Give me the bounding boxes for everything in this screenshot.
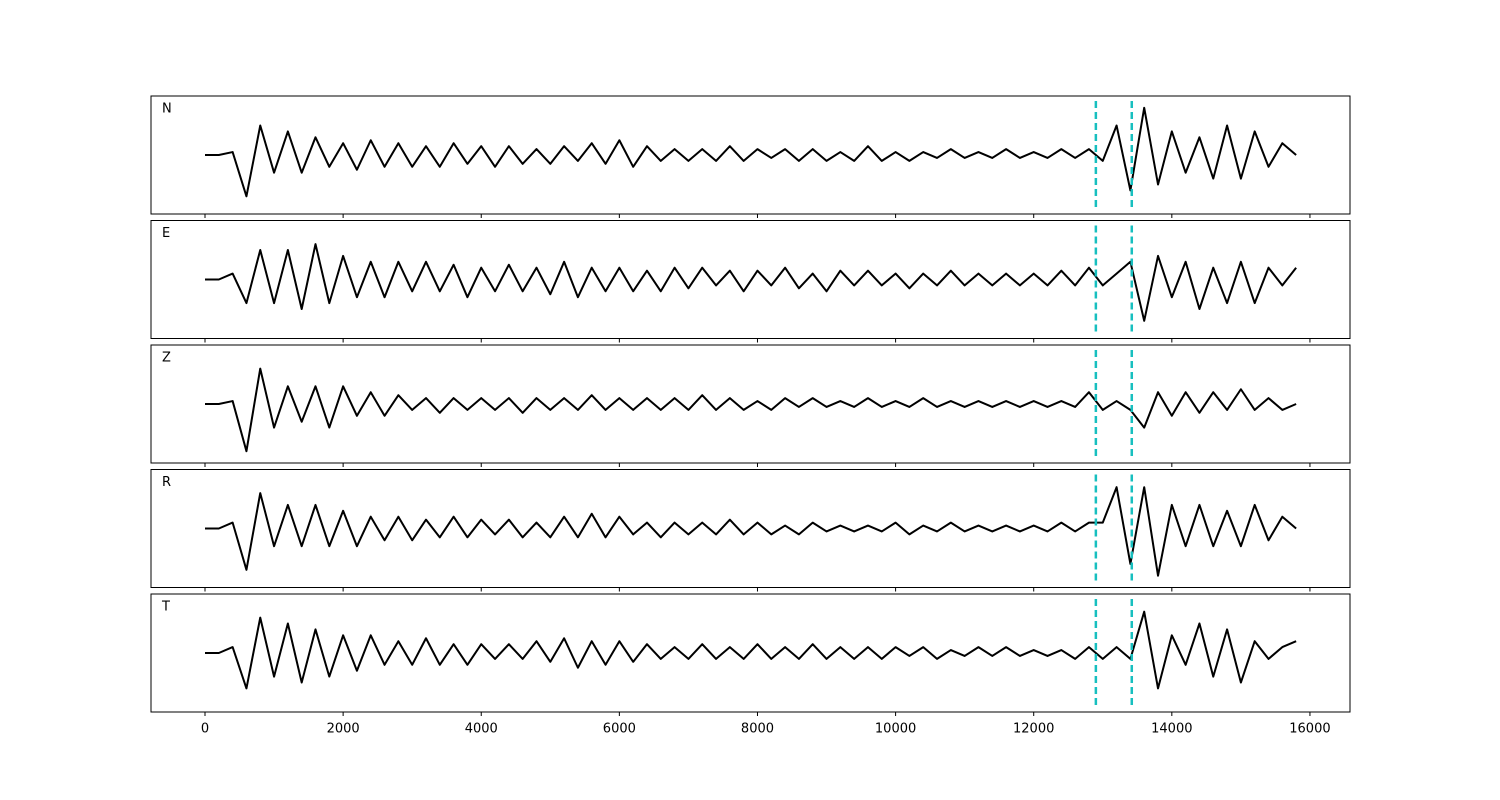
panel-label: R [162,475,171,490]
x-tick-label: 2000 [327,722,360,737]
panel-label: T [161,600,170,615]
trace [205,367,1297,453]
trace [205,243,1297,322]
trace [205,486,1297,577]
panel-frame [150,95,1351,215]
x-tick-label: 6000 [603,722,636,737]
panel-frame [150,220,1351,339]
x-tick-label: 12000 [1013,722,1054,737]
x-tick-label: 4000 [465,722,498,737]
x-tick-label: 0 [201,722,209,737]
panel-frame [150,469,1351,588]
panel-frame [150,593,1351,713]
panel-frame [150,344,1351,464]
panel-label: N [162,102,172,117]
x-tick-label: 8000 [741,722,774,737]
x-tick-label: 10000 [875,722,916,737]
x-tick-label: 14000 [1151,722,1192,737]
trace [205,610,1297,690]
trace [205,106,1297,198]
panel-label: Z [162,351,171,366]
x-tick-label: 16000 [1289,722,1330,737]
panel-label: E [162,226,170,241]
